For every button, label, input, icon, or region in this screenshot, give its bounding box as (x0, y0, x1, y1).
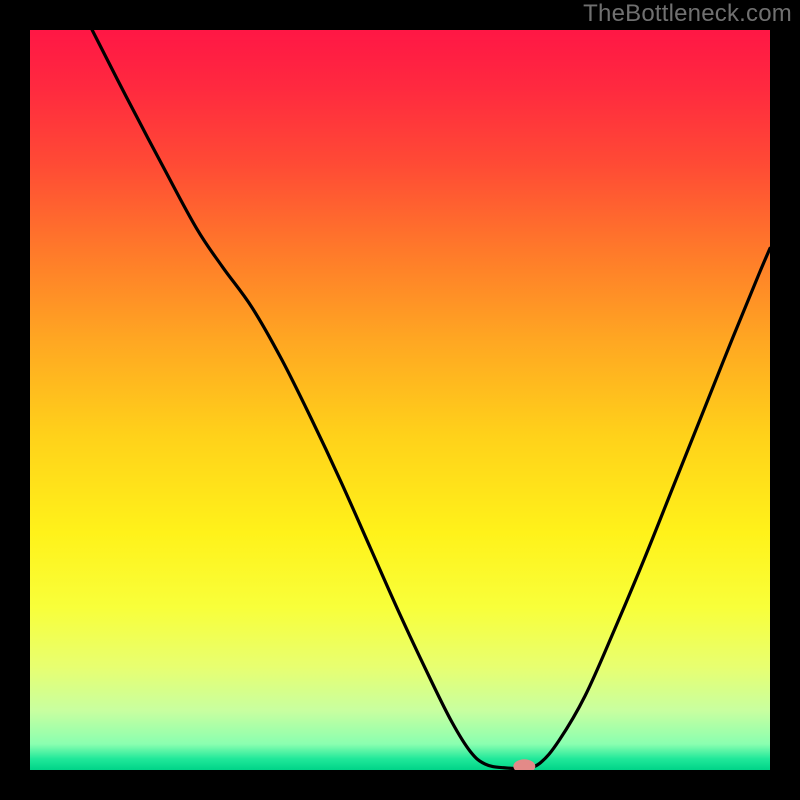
chart-frame: TheBottleneck.com (0, 0, 800, 800)
gradient-background (30, 30, 770, 770)
watermark-text: TheBottleneck.com (583, 0, 792, 28)
bottleneck-chart (30, 30, 770, 770)
